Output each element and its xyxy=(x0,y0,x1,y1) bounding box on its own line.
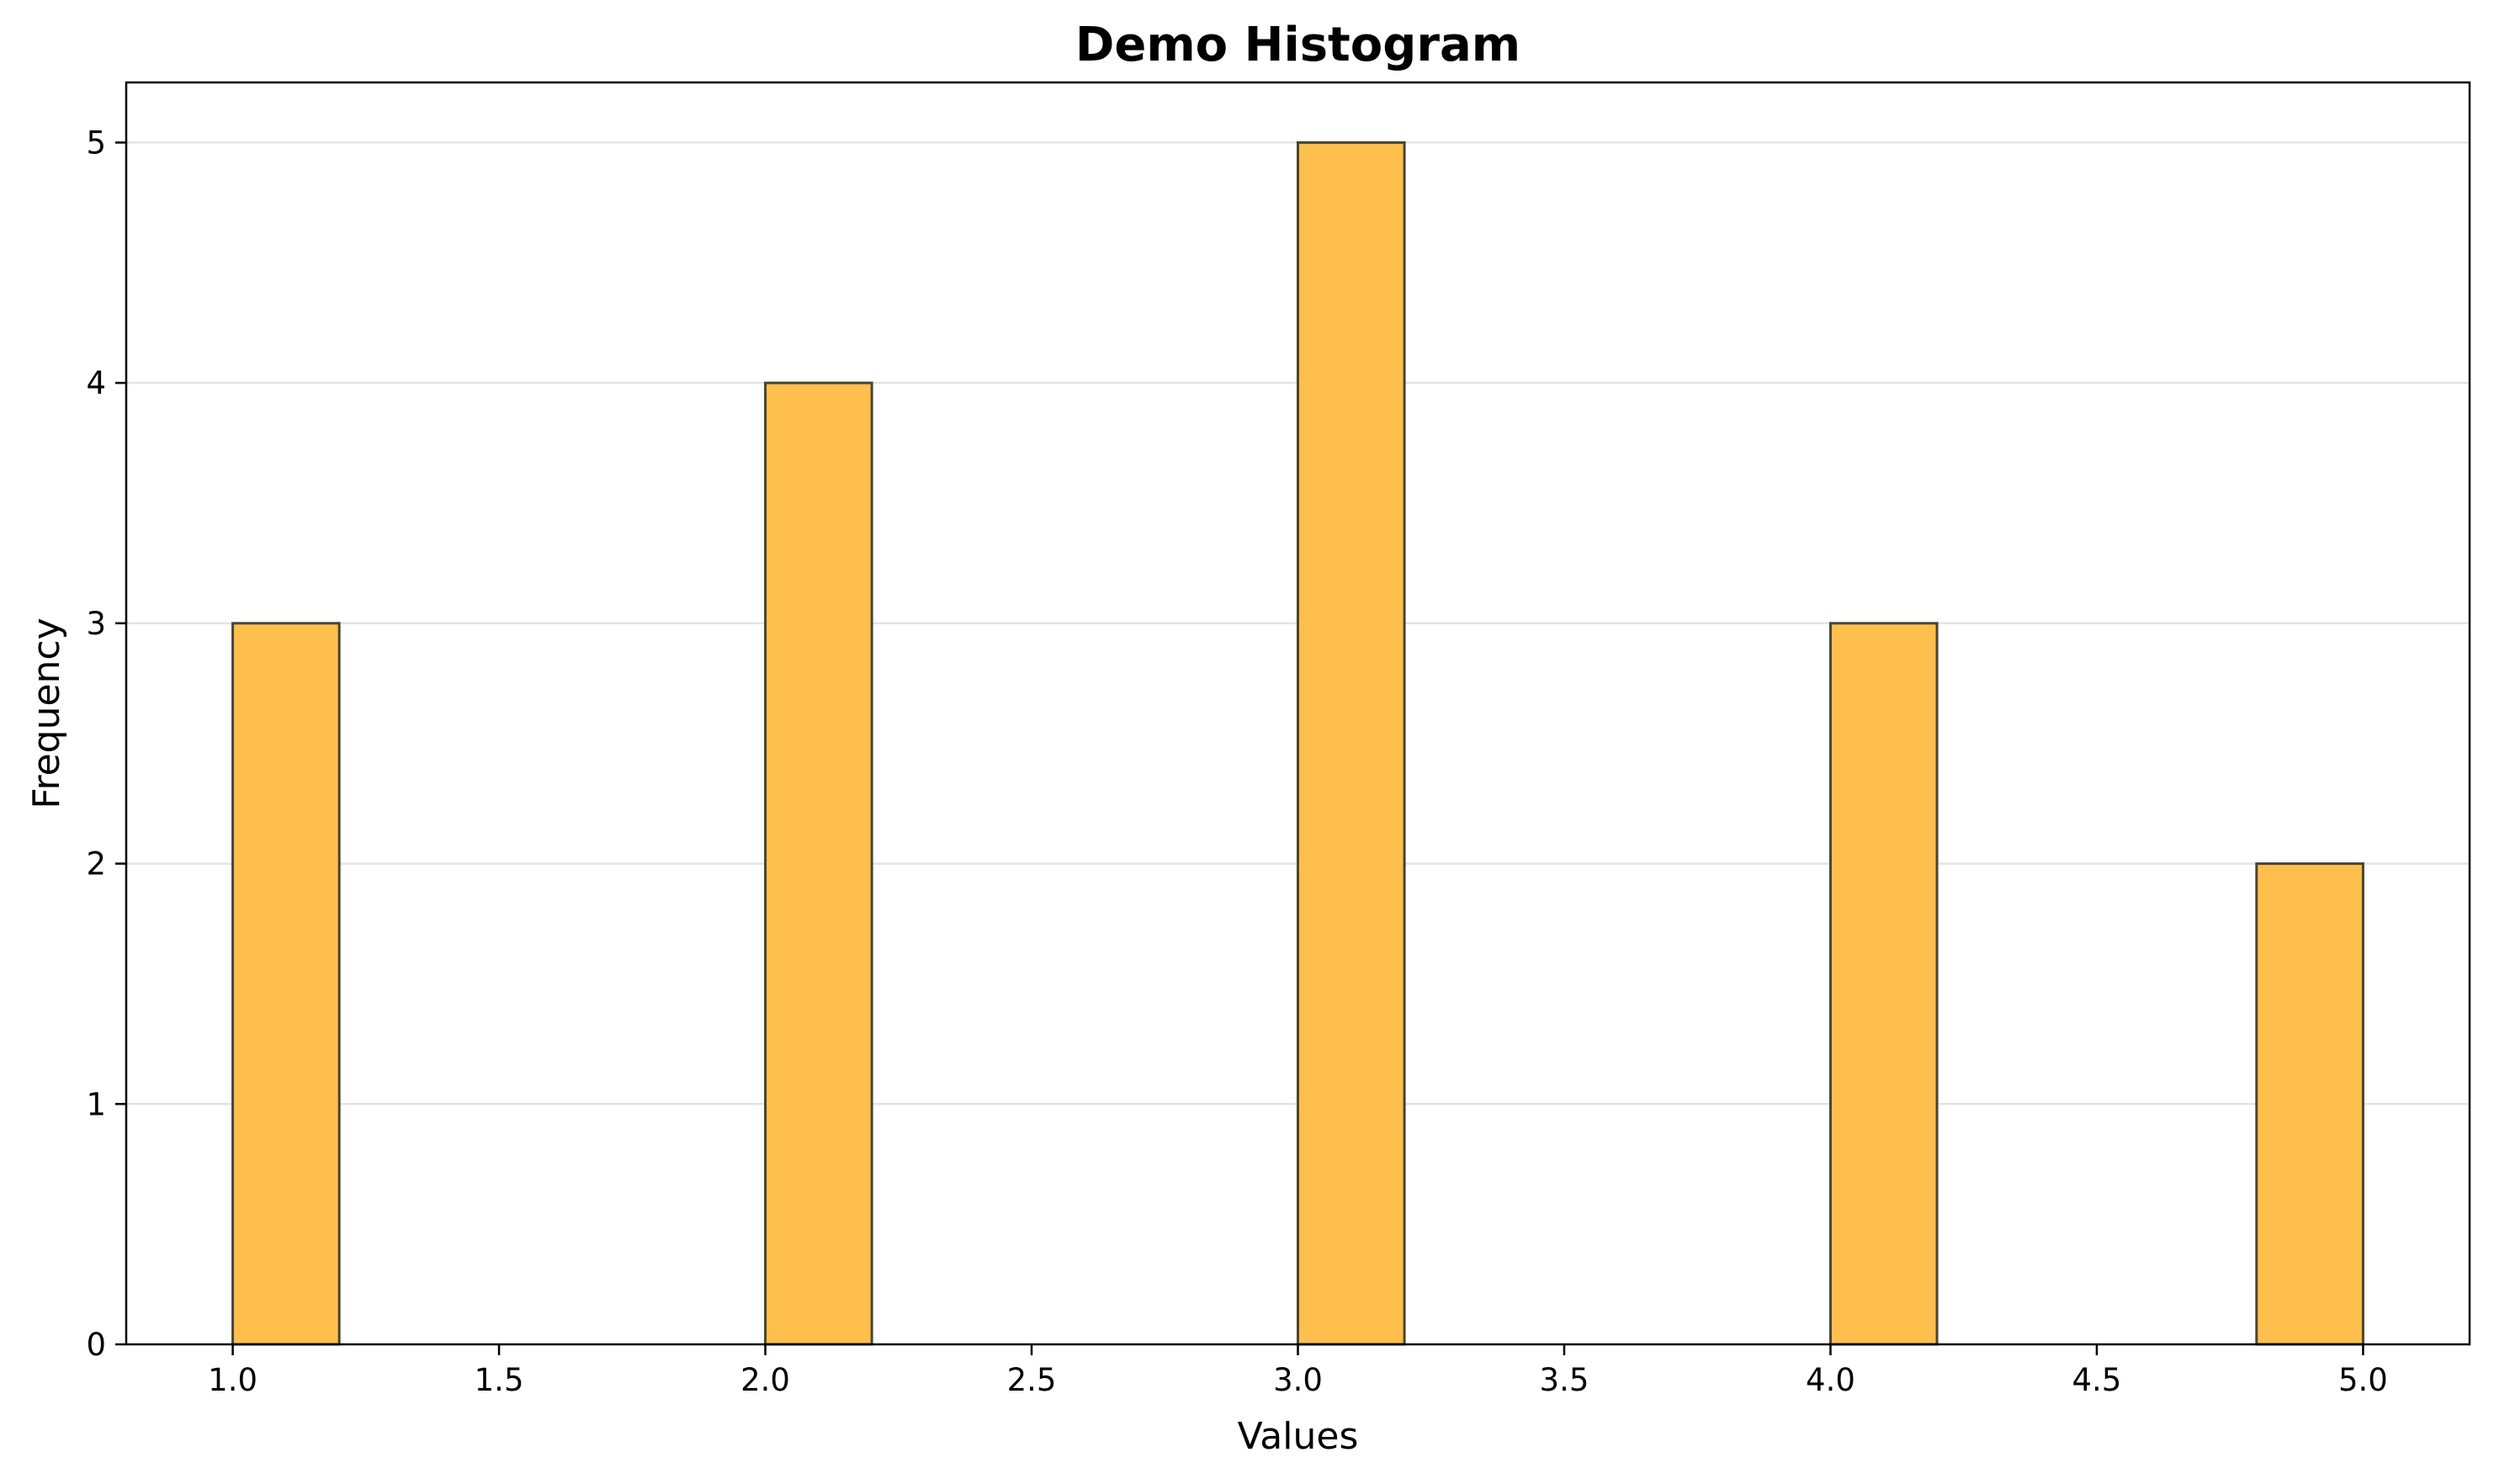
x-tick-label: 2.0 xyxy=(740,1362,790,1398)
y-tick-label: 5 xyxy=(86,125,106,161)
y-tick-label: 2 xyxy=(86,846,106,882)
x-tick-label: 5.0 xyxy=(2338,1362,2388,1398)
x-tick-label: 2.5 xyxy=(1007,1362,1057,1398)
histogram-bar-3 xyxy=(1297,140,1406,1346)
y-tick-label: 1 xyxy=(86,1086,106,1122)
x-tick-label: 3.0 xyxy=(1273,1362,1323,1398)
x-tick-label: 3.5 xyxy=(1540,1362,1589,1398)
y-tick-label: 3 xyxy=(86,606,106,642)
histogram-bars xyxy=(231,140,2364,1346)
x-axis-label: Values xyxy=(1238,1415,1359,1458)
chart-title: Demo Histogram xyxy=(1075,18,1520,72)
x-tick-label: 1.0 xyxy=(208,1362,257,1398)
x-tick-label: 4.5 xyxy=(2072,1362,2122,1398)
y-axis-ticks: 0 1 2 3 4 5 xyxy=(86,125,126,1363)
y-tick-label: 0 xyxy=(86,1327,106,1363)
y-tick-label: 4 xyxy=(86,365,106,401)
x-tick-label: 4.0 xyxy=(1806,1362,1855,1398)
histogram-bar-1 xyxy=(231,622,341,1346)
histogram-bar-4 xyxy=(1828,622,1939,1346)
x-tick-label: 1.5 xyxy=(475,1362,524,1398)
x-axis-ticks: 1.0 1.5 2.0 2.5 3.0 3.5 4.0 4.5 5.0 xyxy=(208,1344,2388,1398)
histogram-bar-2 xyxy=(764,381,873,1346)
histogram-bar-5 xyxy=(2255,862,2364,1346)
y-axis-label: Frequency xyxy=(25,617,68,808)
